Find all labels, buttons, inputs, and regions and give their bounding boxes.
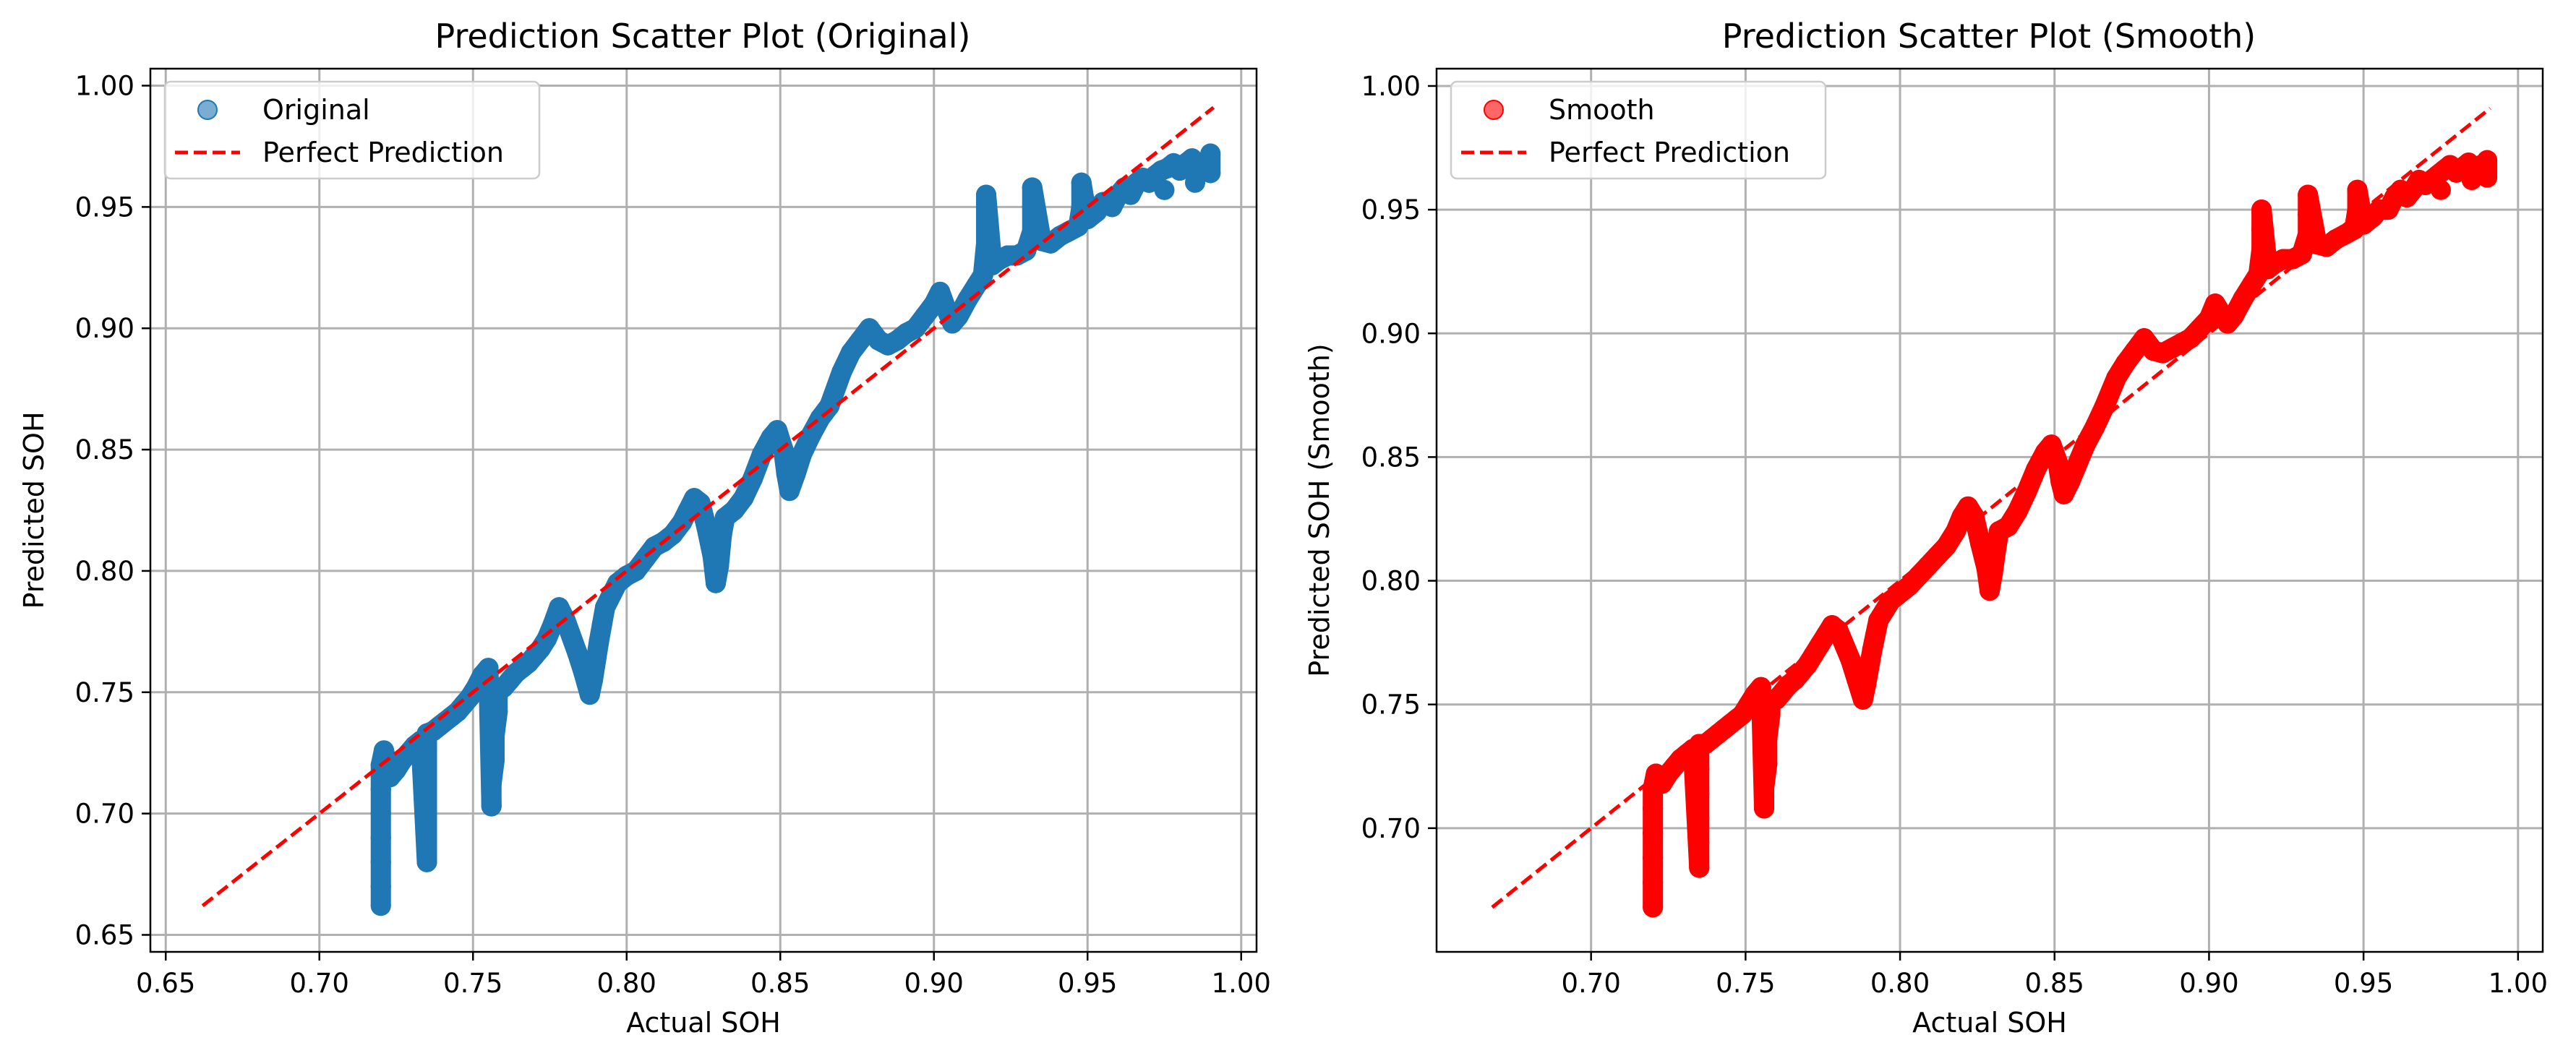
x-ticks: 0.70 0.75 0.80 0.85 0.90 0.95 1.00 [1561, 952, 2548, 999]
y-tick-label: 0.85 [75, 434, 134, 465]
y-tick-label: 0.75 [1361, 690, 1421, 721]
y-tick-label: 0.75 [75, 677, 134, 708]
smooth-point [2461, 170, 2482, 191]
x-axis-label: Actual SOH [1912, 1007, 2067, 1039]
y-tick-label: 0.70 [75, 799, 134, 830]
x-tick-label: 1.00 [2489, 968, 2548, 999]
chart-title: Prediction Scatter Plot (Smooth) [1722, 17, 2256, 56]
y-ticks: 0.65 0.70 0.75 0.80 0.85 0.90 0.95 1.00 [75, 71, 150, 951]
y-tick-label: 0.90 [75, 313, 134, 344]
legend-frame [163, 80, 541, 180]
chart-smooth: Prediction Scatter Plot (Smooth) 0.70 0.7… [1304, 17, 2548, 1039]
smooth-point [2477, 150, 2498, 171]
legend-marker-original [197, 100, 218, 120]
perfect-prediction-line [1491, 106, 2491, 909]
y-axis-label: Predicted SOH [18, 411, 50, 609]
x-tick-label: 0.65 [136, 968, 195, 999]
plot-area [1643, 150, 2498, 918]
legend-label-perfect: Perfect Prediction [262, 137, 504, 168]
x-tick-label: 0.90 [2179, 968, 2238, 999]
legend-frame [1450, 80, 1827, 180]
x-tick-label: 0.75 [443, 968, 502, 999]
legend-label-perfect: Perfect Prediction [1549, 137, 1790, 168]
y-tick-label: 0.80 [75, 556, 134, 587]
perfect-line-layer [1491, 106, 2491, 909]
smooth-point [2430, 179, 2451, 200]
y-tick-label: 1.00 [75, 71, 134, 102]
x-axis-label: Actual SOH [626, 1007, 781, 1039]
y-axis-label: Predicted SOH (Smooth) [1304, 343, 1335, 676]
x-tick-label: 0.95 [1058, 968, 1117, 999]
x-tick-label: 0.95 [2334, 968, 2393, 999]
perfect-prediction-line [201, 106, 1215, 908]
legend-label-smooth: Smooth [1549, 94, 1655, 126]
x-tick-label: 0.80 [1870, 968, 1930, 999]
x-tick-label: 0.85 [2025, 968, 2084, 999]
chart-title: Prediction Scatter Plot (Original) [435, 17, 971, 56]
original-point [1154, 179, 1175, 200]
y-tick-label: 0.70 [1361, 813, 1421, 844]
x-tick-label: 0.75 [1716, 968, 1775, 999]
x-tick-label: 0.70 [1561, 968, 1620, 999]
chart-original: Prediction Scatter Plot (Original) 0.65 0… [18, 17, 1271, 1039]
y-tick-label: 0.95 [1361, 194, 1421, 225]
x-tick-label: 1.00 [1212, 968, 1271, 999]
x-tick-label: 0.90 [904, 968, 964, 999]
y-tick-label: 0.95 [75, 192, 134, 223]
plot-area [370, 143, 1221, 916]
legend: Smooth Perfect Prediction [1450, 80, 1827, 180]
y-ticks: 0.70 0.75 0.80 0.85 0.90 0.95 1.00 [1361, 71, 1437, 844]
y-tick-label: 0.80 [1361, 566, 1421, 597]
legend-label-original: Original [262, 94, 370, 126]
y-tick-label: 0.85 [1361, 442, 1421, 473]
x-tick-label: 0.80 [597, 968, 656, 999]
axes-frame [1435, 67, 2544, 953]
axes-frame [149, 67, 1258, 953]
x-ticks: 0.65 0.70 0.75 0.80 0.85 0.90 0.95 1.00 [136, 952, 1271, 999]
y-tick-label: 0.90 [1361, 318, 1421, 349]
perfect-line-layer [201, 106, 1215, 908]
y-tick-label: 1.00 [1361, 71, 1421, 102]
x-tick-label: 0.70 [290, 968, 349, 999]
legend-marker-smooth [1484, 100, 1504, 120]
y-tick-label: 0.65 [75, 920, 134, 951]
original-point [1185, 172, 1205, 193]
grid-lines [150, 69, 1257, 952]
legend: Original Perfect Prediction [163, 80, 541, 180]
x-tick-label: 0.85 [750, 968, 810, 999]
original-point [1200, 143, 1221, 164]
